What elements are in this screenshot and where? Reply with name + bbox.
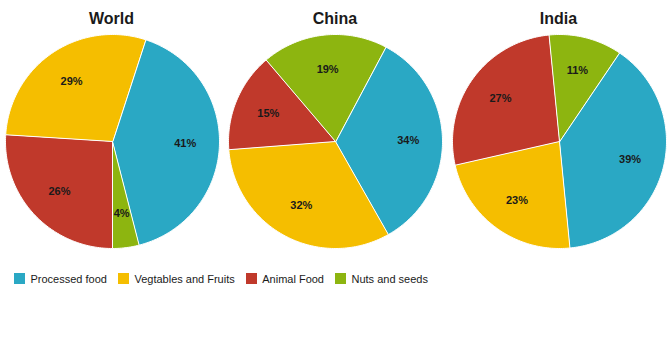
svg-text:19%: 19% (317, 63, 339, 75)
svg-text:15%: 15% (257, 107, 279, 119)
svg-text:39%: 39% (619, 153, 641, 165)
svg-text:27%: 27% (489, 92, 511, 104)
svg-text:11%: 11% (566, 64, 588, 76)
html-text:Nuts and seeds: Nuts and seeds (351, 272, 428, 285)
html-text:India: India (539, 10, 578, 27)
html-text:Processed food: Processed food (30, 272, 107, 285)
svg-text:26%: 26% (48, 185, 70, 197)
svg-text:34%: 34% (397, 134, 419, 146)
html-text:China: China (312, 10, 358, 27)
svg-text:41%: 41% (174, 137, 196, 149)
svg-text:4%: 4% (113, 207, 129, 219)
svg-text:23%: 23% (505, 194, 527, 206)
html-text:Animal Food: Animal Food (262, 272, 324, 285)
html-text:World: World (89, 10, 134, 27)
svg-text:32%: 32% (290, 199, 312, 211)
html-text:Vegtables and Fruits: Vegtables and Fruits (134, 272, 235, 285)
svg-text:29%: 29% (60, 75, 82, 87)
